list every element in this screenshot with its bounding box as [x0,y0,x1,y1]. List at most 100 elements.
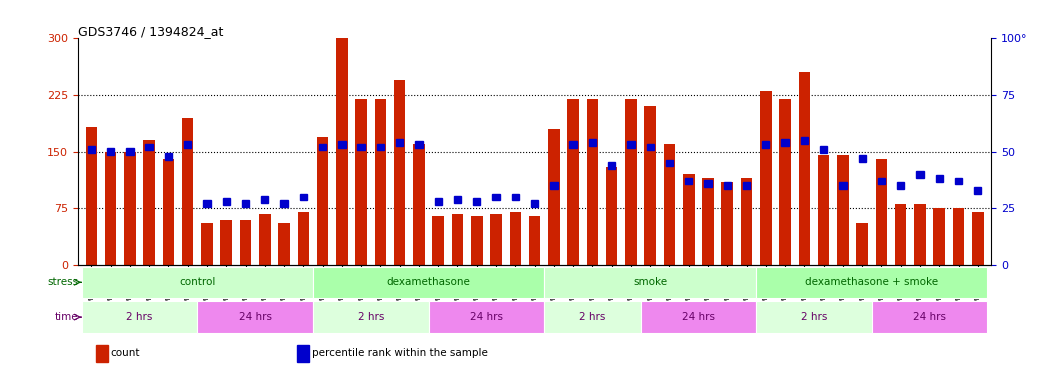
Bar [876,159,887,265]
Bar [548,129,559,265]
Bar [393,80,406,265]
Bar [544,301,640,333]
Bar [741,178,753,265]
Bar [663,144,676,265]
Bar [377,144,384,151]
Bar [510,212,521,265]
Text: percentile rank within the sample: percentile rank within the sample [311,348,488,358]
Bar [125,152,136,265]
Bar [471,216,483,265]
Bar [452,214,463,265]
Bar [413,144,425,265]
Bar [837,156,849,265]
Bar [82,266,312,298]
Bar [955,178,962,184]
Text: 2 hrs: 2 hrs [579,312,605,322]
Bar [184,141,191,148]
Bar [782,139,789,146]
Bar [550,182,557,189]
Bar [757,301,872,333]
Bar [82,301,197,333]
Bar [357,144,364,151]
Text: 24 hrs: 24 hrs [913,312,946,322]
Bar [760,91,771,265]
Bar [858,155,866,162]
Bar [201,223,213,265]
Bar [492,194,499,200]
Bar [222,198,229,205]
Bar [953,208,964,265]
Bar [820,146,827,153]
Bar [606,167,618,265]
Bar [415,141,422,148]
Bar [220,220,233,265]
Bar [570,141,577,148]
Bar [512,194,519,200]
Bar [298,212,309,265]
Bar [473,198,481,205]
Bar [683,174,694,265]
Bar [203,200,211,207]
Bar [397,139,404,146]
Bar [645,106,656,265]
Text: dexamethasone: dexamethasone [386,277,470,287]
Text: stress: stress [47,277,78,287]
Bar [435,198,442,205]
Bar [530,200,539,207]
Bar [300,194,307,200]
Bar [165,153,172,159]
Bar [163,159,174,265]
Bar [757,266,987,298]
Bar [105,152,116,265]
Bar [143,140,155,265]
Text: GDS3746 / 1394824_at: GDS3746 / 1394824_at [78,25,223,38]
Bar [454,196,461,203]
Text: time: time [55,312,78,322]
Text: 2 hrs: 2 hrs [800,312,827,322]
Bar [640,301,757,333]
Bar [705,180,712,187]
Bar [240,220,251,265]
Bar [262,196,269,203]
Bar [319,144,326,151]
Bar [338,141,346,148]
Bar [145,144,153,151]
Bar [762,141,769,148]
Text: smoke: smoke [633,277,667,287]
Bar [917,171,924,178]
Bar [87,146,95,153]
Bar [355,99,366,265]
Bar [197,301,312,333]
Bar [872,301,987,333]
Bar [721,182,733,265]
Text: 2 hrs: 2 hrs [357,312,384,322]
Bar [312,301,429,333]
Bar [647,144,654,151]
Bar [685,178,692,184]
Bar [317,137,328,265]
Text: dexamethasone + smoke: dexamethasone + smoke [805,277,938,287]
Bar [336,16,348,265]
Bar [429,301,544,333]
Bar [625,99,636,265]
Bar [85,127,98,265]
Text: 2 hrs: 2 hrs [127,312,153,322]
Bar [723,182,731,189]
Bar [107,148,114,155]
Bar [242,200,249,207]
Text: 24 hrs: 24 hrs [470,312,502,322]
Bar [627,141,634,148]
Bar [260,214,271,265]
Bar [840,182,847,189]
Bar [798,72,810,265]
Bar [312,266,544,298]
Bar [818,156,829,265]
Bar [127,148,134,155]
Bar [703,178,714,265]
Bar [297,345,309,362]
Bar [914,204,926,265]
Bar [280,200,288,207]
Bar [586,99,598,265]
Bar [182,118,193,265]
Bar [878,178,885,184]
